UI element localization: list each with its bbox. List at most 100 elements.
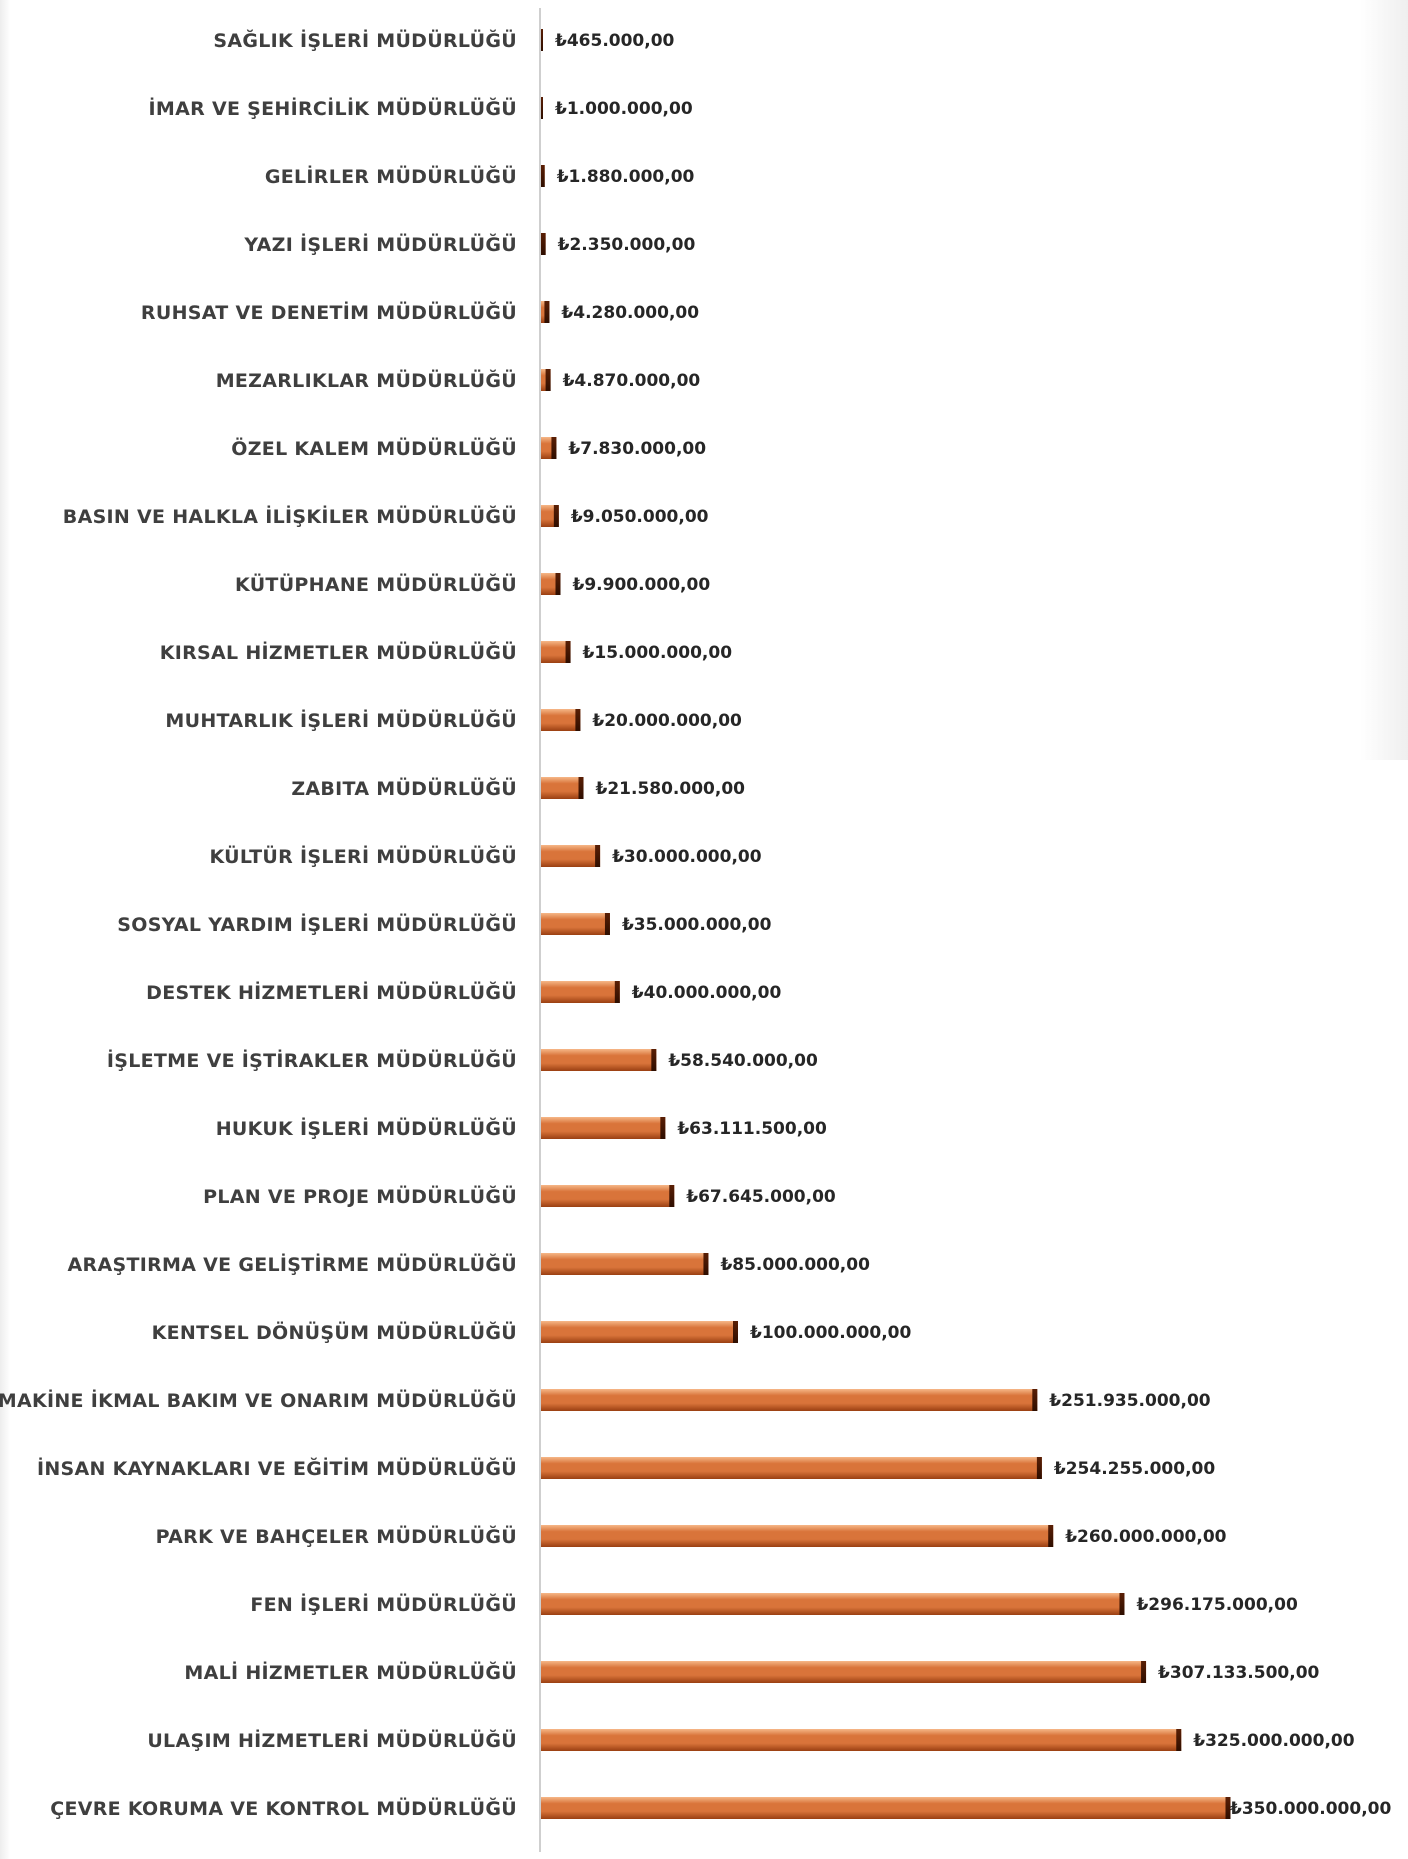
data-label: ₺325.000.000,00 [1193, 1731, 1354, 1751]
bar [541, 913, 610, 935]
category-label: SAĞLIK İŞLERİ MÜDÜRLÜĞÜ [213, 28, 517, 52]
bar-end-cap [651, 1049, 657, 1071]
data-label: ₺465.000,00 [555, 31, 675, 51]
data-label: ₺7.830.000,00 [568, 439, 706, 459]
category-label: MUHTARLIK İŞLERİ MÜDÜRLÜĞÜ [165, 708, 517, 732]
bar-group [541, 97, 543, 119]
bar-end-cap [1048, 1525, 1054, 1547]
bar-end-cap [660, 1117, 666, 1139]
bar-end-cap [545, 369, 551, 391]
bar-group [541, 233, 546, 255]
bar-end-cap [1141, 1661, 1147, 1683]
bar-end-cap [575, 709, 581, 731]
bar-end-cap [541, 233, 546, 255]
category-label: KIRSAL HİZMETLER MÜDÜRLÜĞÜ [160, 640, 517, 664]
data-label: ₺35.000.000,00 [622, 915, 772, 935]
data-label: ₺307.133.500,00 [1158, 1663, 1319, 1683]
bar-group [541, 369, 551, 391]
bar-group [541, 301, 550, 323]
bar-end-cap [614, 981, 620, 1003]
data-label: ₺63.111.500,00 [677, 1119, 827, 1139]
data-label: ₺1.000.000,00 [555, 99, 693, 119]
bar-end-cap [604, 913, 610, 935]
bar-end-cap [541, 165, 545, 187]
bar [541, 1457, 1042, 1479]
data-label: ₺67.645.000,00 [686, 1187, 836, 1207]
category-label: PARK VE BAHÇELER MÜDÜRLÜĞÜ [156, 1524, 517, 1548]
right-edge-decoration [1360, 0, 1408, 760]
bar-group [541, 29, 543, 51]
category-label: HUKUK İŞLERİ MÜDÜRLÜĞÜ [216, 1116, 517, 1140]
category-label: ÇEVRE KORUMA VE KONTROL MÜDÜRLÜĞÜ [50, 1796, 517, 1820]
bar-end-cap [1036, 1457, 1042, 1479]
bar [541, 1389, 1038, 1411]
bar-group [541, 1525, 1054, 1547]
category-label: KÜTÜPHANE MÜDÜRLÜĞÜ [235, 572, 517, 596]
category-label: MALİ HİZMETLER MÜDÜRLÜĞÜ [184, 1660, 517, 1684]
category-label: ÖZEL KALEM MÜDÜRLÜĞÜ [231, 436, 517, 460]
bar-end-cap [1119, 1593, 1125, 1615]
category-label: ULAŞIM HİZMETLERİ MÜDÜRLÜĞÜ [147, 1728, 517, 1752]
bar-end-cap [553, 505, 559, 527]
data-label: ₺2.350.000,00 [558, 235, 696, 255]
data-label: ₺100.000.000,00 [750, 1323, 911, 1343]
bar-group [541, 845, 601, 867]
category-label: GELİRLER MÜDÜRLÜĞÜ [265, 164, 517, 188]
category-label: KÜLTÜR İŞLERİ MÜDÜRLÜĞÜ [209, 844, 517, 868]
category-label: MAKİNE İKMAL BAKIM VE ONARIM MÜDÜRLÜĞÜ [0, 1388, 517, 1412]
category-label: ZABITA MÜDÜRLÜĞÜ [291, 776, 517, 800]
data-label: ₺20.000.000,00 [592, 711, 742, 731]
bar-group [541, 1253, 709, 1275]
category-label: BASIN VE HALKLA İLİŞKİLER MÜDÜRLÜĞÜ [63, 504, 517, 528]
category-label: RUHSAT VE DENETİM MÜDÜRLÜĞÜ [141, 300, 517, 324]
bar [541, 981, 620, 1003]
category-labels: SAĞLIK İŞLERİ MÜDÜRLÜĞÜ İMAR VE ŞEHİRCİLİ… [0, 28, 517, 1820]
bar-group [541, 981, 620, 1003]
category-label: YAZI İŞLERİ MÜDÜRLÜĞÜ [243, 232, 517, 256]
bar [541, 1797, 1231, 1819]
bar-end-cap [1032, 1389, 1038, 1411]
bar [541, 1729, 1182, 1751]
bar [541, 1117, 666, 1139]
category-label: DESTEK HİZMETLERİ MÜDÜRLÜĞÜ [146, 980, 517, 1004]
category-label: İMAR VE ŞEHİRCİLİK MÜDÜRLÜĞÜ [149, 96, 517, 120]
bar-end-cap [555, 573, 561, 595]
category-label: İŞLETME VE İŞTİRAKLER MÜDÜRLÜĞÜ [107, 1048, 517, 1072]
bar [541, 641, 571, 663]
data-label: ₺4.280.000,00 [561, 303, 699, 323]
bar-end-cap [544, 301, 550, 323]
bar-end-cap [551, 437, 557, 459]
bar-group [541, 437, 557, 459]
bar-group [541, 1729, 1182, 1751]
data-label: ₺350.000.000,00 [1230, 1799, 1391, 1819]
bar-group [541, 777, 584, 799]
data-label: ₺260.000.000,00 [1065, 1527, 1226, 1547]
bar-group [541, 641, 571, 663]
bar [541, 1593, 1125, 1615]
bar-end-cap [1225, 1797, 1231, 1819]
data-label: ₺1.880.000,00 [557, 167, 695, 187]
bar-end-cap [669, 1185, 675, 1207]
bar-end-cap [565, 641, 571, 663]
bar-group [541, 709, 581, 731]
bar-group [541, 1185, 675, 1207]
data-label: ₺40.000.000,00 [632, 983, 782, 1003]
bar-group [541, 1049, 657, 1071]
data-label: ₺21.580.000,00 [596, 779, 746, 799]
bar-group [541, 1321, 738, 1343]
data-label: ₺296.175.000,00 [1136, 1595, 1297, 1615]
bar-end-cap [541, 97, 543, 119]
bar-group [541, 1389, 1038, 1411]
bar [541, 845, 601, 867]
bar [541, 1661, 1147, 1683]
category-label: ARAŞTIRMA VE GELİŞTİRME MÜDÜRLÜĞÜ [68, 1252, 517, 1276]
data-label: ₺9.050.000,00 [571, 507, 709, 527]
category-label: PLAN VE PROJE MÜDÜRLÜĞÜ [203, 1184, 517, 1208]
bar-group [541, 913, 610, 935]
category-label: MEZARLIKLAR MÜDÜRLÜĞÜ [216, 368, 517, 392]
bar-end-cap [541, 29, 543, 51]
bar [541, 777, 584, 799]
bar-group [541, 1593, 1125, 1615]
category-label: KENTSEL DÖNÜŞÜM MÜDÜRLÜĞÜ [152, 1320, 517, 1344]
bar-group [541, 1457, 1042, 1479]
